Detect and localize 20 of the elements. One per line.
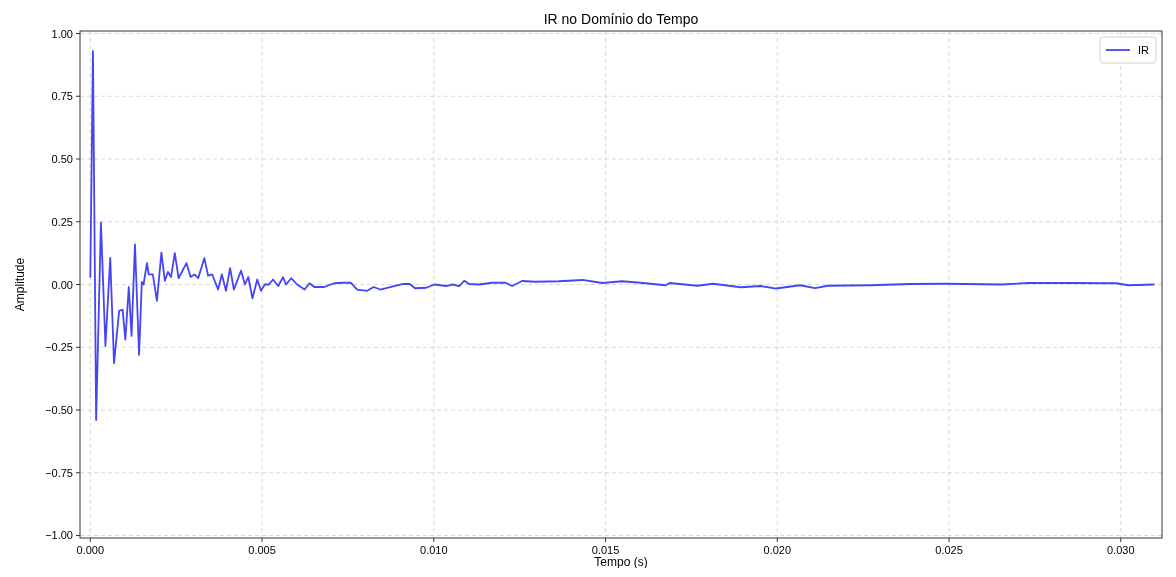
y-tick-label: −0.75	[45, 466, 73, 479]
legend-label: IR	[1138, 44, 1150, 56]
y-tick-label: 0.00	[51, 278, 73, 291]
y-tick-label: −0.25	[45, 341, 73, 354]
chart-title: IR no Domínio do Tempo	[543, 11, 699, 27]
x-tick-label: 0.010	[420, 544, 448, 556]
x-tick-label: 0.025	[935, 544, 963, 556]
y-tick-label: −1.00	[45, 529, 73, 542]
x-tick-label: 0.030	[1107, 544, 1135, 556]
x-tick-label: 0.020	[763, 544, 792, 556]
y-tick-label: 0.50	[51, 153, 73, 165]
x-tick-label: 0.015	[591, 544, 620, 556]
y-tick-label: −0.50	[45, 404, 73, 416]
y-tick-label: 0.25	[51, 215, 73, 228]
y-tick-label: 1.00	[51, 27, 73, 40]
y-axis-title: Amplitude	[13, 257, 27, 312]
x-axis-title: Tempo (s)	[594, 555, 648, 569]
x-tick-label: 0.000	[76, 544, 105, 556]
x-tick-label: 0.005	[248, 544, 276, 556]
y-tick-label: 0.75	[51, 90, 73, 103]
